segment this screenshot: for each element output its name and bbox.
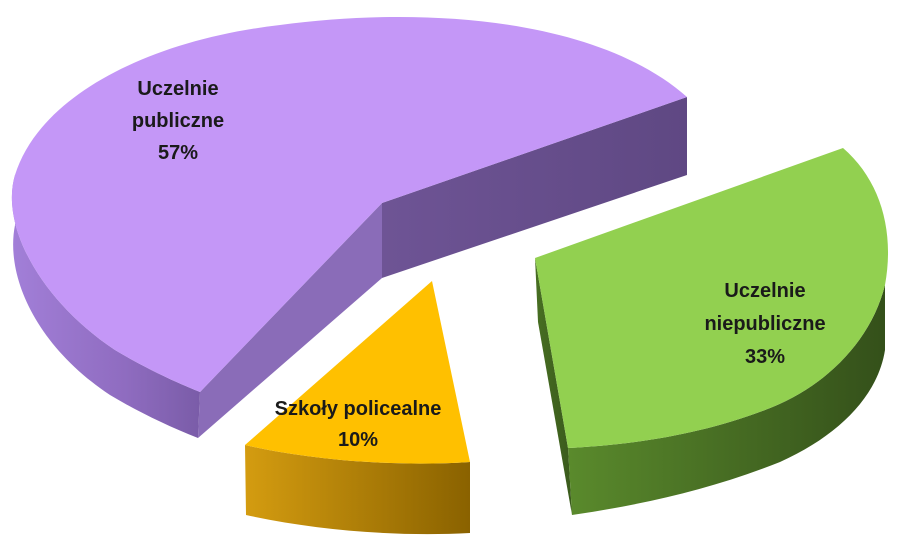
slice-1-label: Uczelnie (137, 78, 218, 100)
slice-2-label: niepubliczne (704, 313, 825, 335)
slice-3-side-face (245, 445, 470, 535)
slice-3-top-face (245, 281, 470, 464)
slice-1-inner-face (382, 97, 687, 278)
slice-1-cut-face (198, 203, 382, 438)
slice-1-percent-label: 57% (158, 142, 198, 164)
slice-3-percent-label: 10% (338, 429, 378, 451)
slice-1-label: publiczne (132, 110, 224, 132)
slice-2-top-face (535, 148, 889, 448)
slice-2-percent-label: 33% (745, 346, 785, 368)
slice-2-inner-face (535, 258, 572, 515)
slice-1-top-face (11, 16, 687, 393)
slice-3-label: Szkoły policealne (275, 398, 442, 420)
slice-2-label: Uczelnie (724, 280, 805, 302)
slice-1-side-face (11, 175, 200, 438)
slice-2-side-face (568, 285, 885, 515)
